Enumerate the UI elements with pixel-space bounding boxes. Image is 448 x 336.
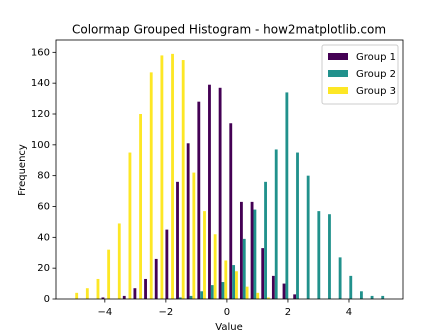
x-axis-label: Value — [215, 322, 242, 333]
bar — [274, 149, 278, 299]
bar — [271, 275, 275, 299]
bar — [208, 84, 211, 299]
bar — [85, 288, 89, 299]
bar — [176, 181, 179, 299]
x-tick-label: 4 — [346, 307, 352, 318]
bar — [213, 234, 217, 299]
legend-swatch — [328, 53, 348, 60]
bar — [197, 101, 201, 300]
y-tick-label: 80 — [37, 171, 50, 182]
bar — [122, 295, 126, 299]
bar — [144, 278, 147, 299]
bar — [370, 295, 374, 299]
bar — [139, 114, 143, 299]
bar — [285, 92, 289, 300]
bar — [235, 271, 238, 299]
legend-label: Group 2 — [356, 69, 396, 80]
bar — [250, 201, 254, 299]
x-tick-label: 2 — [285, 307, 291, 318]
bar — [261, 248, 265, 299]
plot-frame — [55, 39, 404, 300]
y-tick-label: 60 — [37, 202, 50, 213]
x-tick-label: −4 — [97, 307, 112, 318]
bar — [75, 292, 79, 299]
bar — [96, 278, 100, 299]
bar — [306, 175, 310, 299]
y-tick-label: 40 — [37, 232, 50, 243]
y-tick-label: 20 — [37, 263, 50, 274]
bar — [171, 53, 174, 299]
x-tick-label: −2 — [158, 307, 173, 318]
bar — [264, 181, 267, 299]
bar — [218, 87, 222, 300]
bar — [192, 172, 196, 299]
bar — [200, 291, 204, 299]
bar — [160, 55, 164, 299]
bar — [165, 229, 169, 299]
y-tick-label: 100 — [31, 140, 50, 151]
y-axis-label: Frequency — [17, 144, 28, 196]
legend-swatch — [328, 70, 348, 77]
bar — [349, 275, 353, 299]
bar — [128, 152, 132, 299]
bar — [266, 297, 270, 299]
x-tick-label: 0 — [224, 307, 230, 318]
bar — [224, 260, 228, 299]
bar — [181, 60, 185, 299]
bar — [293, 294, 297, 299]
bar — [178, 297, 182, 299]
y-tick-label: 120 — [31, 109, 50, 120]
bar — [282, 283, 286, 299]
bar — [221, 282, 225, 299]
bar — [232, 265, 236, 299]
bar — [317, 211, 321, 299]
bar — [239, 201, 243, 299]
bar — [242, 238, 246, 299]
y-tick-label: 140 — [31, 78, 50, 89]
bar — [154, 258, 158, 299]
bar — [253, 209, 257, 299]
bar — [203, 211, 206, 299]
bar — [117, 223, 121, 299]
bar — [328, 214, 331, 299]
chart-title: Colormap Grouped Histogram - how2matplot… — [72, 23, 386, 37]
bar — [186, 143, 190, 299]
bar — [107, 249, 111, 299]
bar — [381, 295, 385, 299]
bar — [101, 297, 105, 299]
bar — [359, 291, 363, 299]
bar — [245, 286, 249, 299]
y-tick-label: 0 — [44, 294, 50, 305]
bar — [296, 152, 299, 299]
bar — [229, 123, 233, 299]
bar — [189, 295, 193, 299]
legend-swatch — [328, 87, 348, 94]
bar — [338, 257, 342, 299]
legend-label: Group 3 — [356, 86, 396, 97]
y-tick-label: 160 — [31, 47, 50, 58]
bar — [210, 285, 214, 299]
legend-label: Group 1 — [356, 52, 396, 63]
bar — [133, 288, 137, 299]
bar — [149, 72, 153, 299]
bar — [256, 292, 260, 299]
